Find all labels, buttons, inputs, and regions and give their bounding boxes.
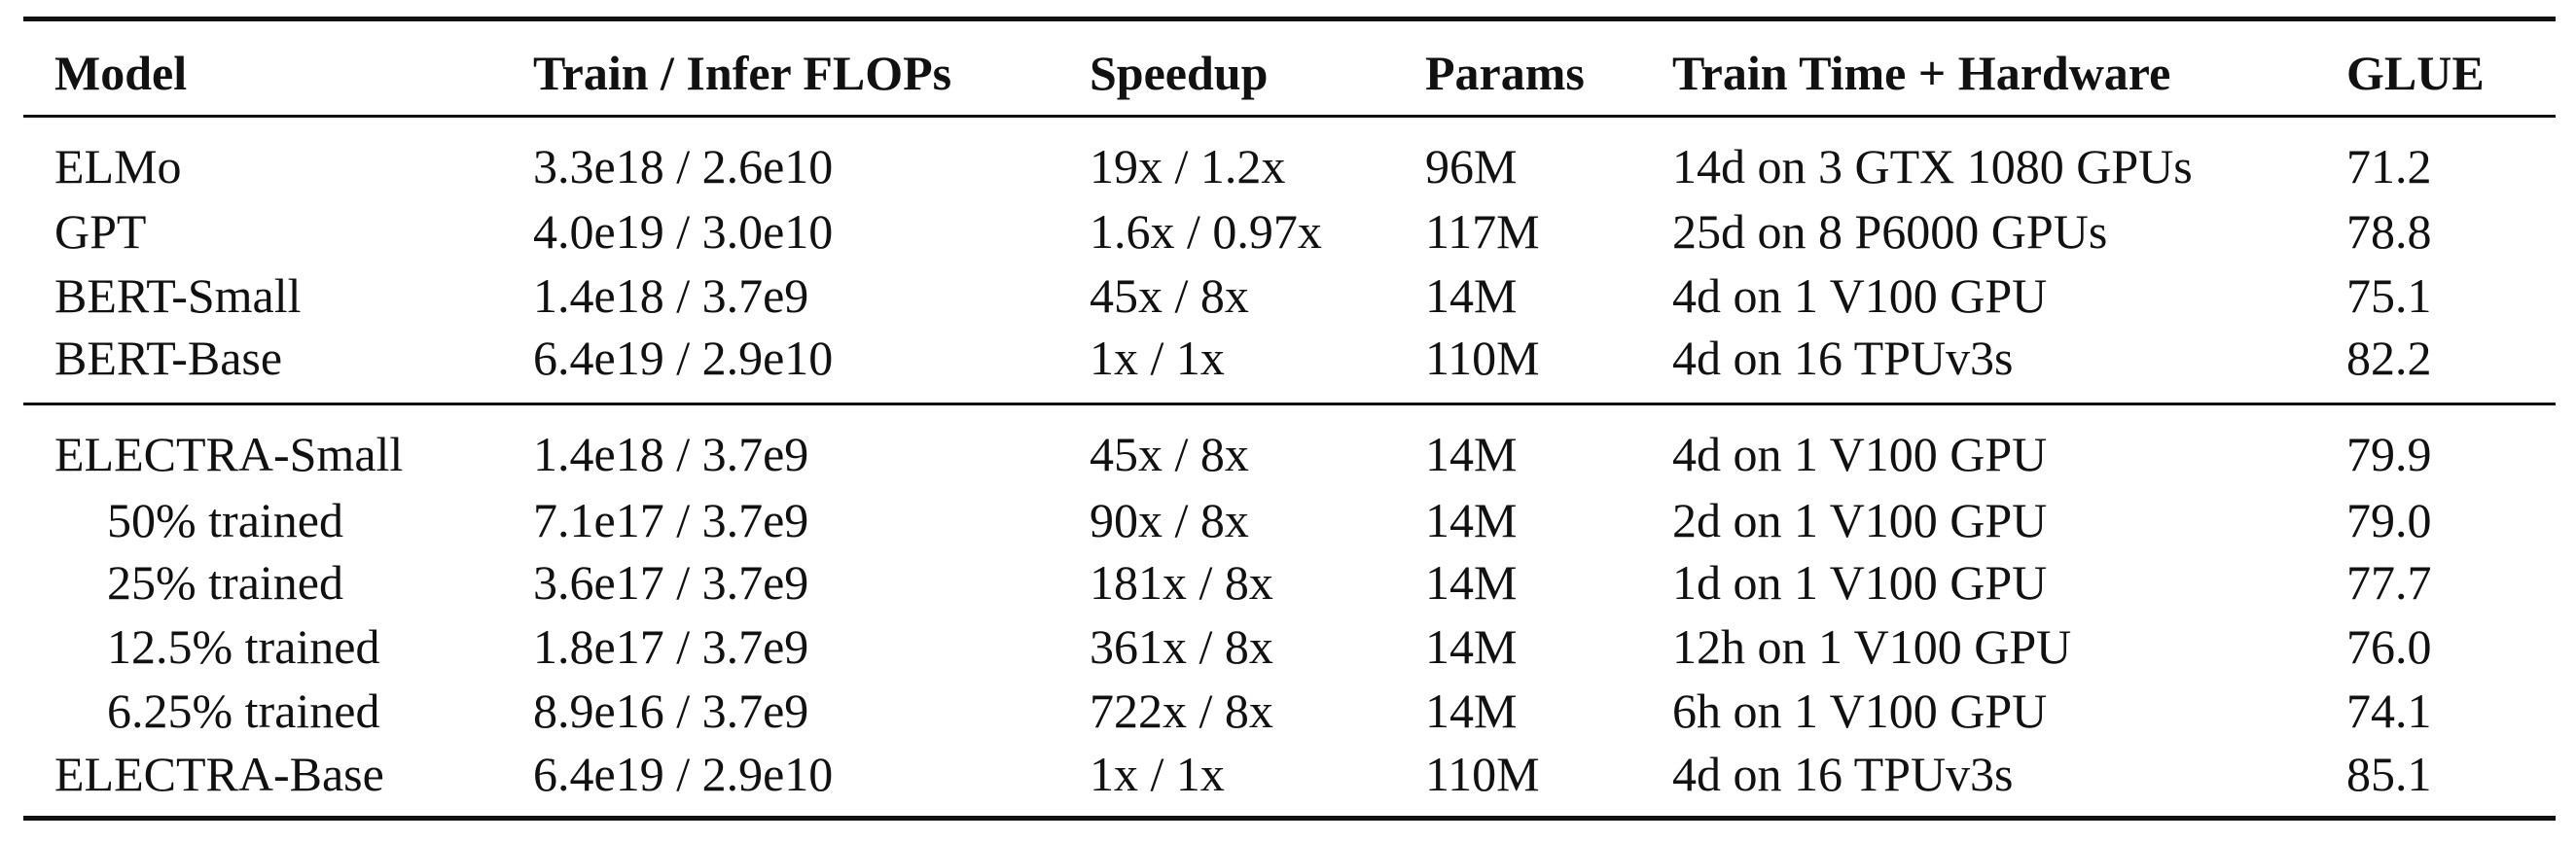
table-cell: 96M — [1425, 139, 1518, 193]
header-cell: Speedup — [1090, 46, 1269, 100]
header-rule — [23, 115, 2556, 118]
table-cell: 2d on 1 V100 GPU — [1672, 493, 2048, 547]
top-rule — [23, 17, 2556, 21]
table-cell: 1d on 1 V100 GPU — [1672, 555, 2048, 610]
table-cell: 361x / 8x — [1090, 619, 1273, 674]
model-cell: 12.5% trained — [107, 619, 380, 674]
table-cell: 77.7 — [2346, 555, 2432, 610]
table-cell: 7.1e17 / 3.7e9 — [533, 493, 809, 547]
table-cell: 76.0 — [2346, 619, 2432, 674]
table-cell: 45x / 8x — [1090, 268, 1249, 323]
model-cell: ELECTRA-Base — [54, 747, 384, 801]
model-cell: ELMo — [54, 139, 182, 193]
table-cell: 85.1 — [2346, 747, 2432, 801]
table-cell: 4d on 16 TPUv3s — [1672, 747, 2014, 801]
table-cell: 79.9 — [2346, 427, 2432, 481]
table-cell: 1.6x / 0.97x — [1090, 204, 1322, 259]
table-cell: 14M — [1425, 555, 1518, 610]
table-cell: 1.4e18 / 3.7e9 — [533, 268, 809, 323]
table-cell: 1.4e18 / 3.7e9 — [533, 427, 809, 481]
table-cell: 181x / 8x — [1090, 555, 1273, 610]
table-cell: 12h on 1 V100 GPU — [1672, 619, 2072, 674]
header-cell: Params — [1425, 46, 1585, 100]
table-cell: 71.2 — [2346, 139, 2432, 193]
section-rule — [23, 403, 2556, 405]
table-cell: 1x / 1x — [1090, 747, 1225, 801]
table-cell: 14M — [1425, 493, 1518, 547]
table-cell: 4.0e19 / 3.0e10 — [533, 204, 834, 259]
table-cell: 110M — [1425, 331, 1540, 385]
table-cell: 74.1 — [2346, 684, 2432, 738]
table-cell: 75.1 — [2346, 268, 2432, 323]
model-cell: ELECTRA-Small — [54, 427, 404, 481]
table-cell: 14M — [1425, 268, 1518, 323]
table-cell: 6.4e19 / 2.9e10 — [533, 331, 834, 385]
header-cell: Train Time + Hardware — [1672, 46, 2171, 100]
table-cell: 110M — [1425, 747, 1540, 801]
table-cell: 3.3e18 / 2.6e10 — [533, 139, 834, 193]
header-cell: GLUE — [2346, 46, 2485, 100]
header-cell: Model — [54, 46, 188, 100]
table-cell: 78.8 — [2346, 204, 2432, 259]
table-cell: 14d on 3 GTX 1080 GPUs — [1672, 139, 2193, 193]
table-cell: 1.8e17 / 3.7e9 — [533, 619, 809, 674]
table-cell: 4d on 1 V100 GPU — [1672, 268, 2048, 323]
table-cell: 82.2 — [2346, 331, 2432, 385]
table-cell: 117M — [1425, 204, 1540, 259]
table-cell: 4d on 1 V100 GPU — [1672, 427, 2048, 481]
table-cell: 14M — [1425, 427, 1518, 481]
table-cell: 45x / 8x — [1090, 427, 1249, 481]
model-cell: BERT-Base — [54, 331, 283, 385]
model-cell: 6.25% trained — [107, 684, 380, 738]
table-cell: 4d on 16 TPUv3s — [1672, 331, 2014, 385]
table-cell: 19x / 1.2x — [1090, 139, 1286, 193]
table-cell: 14M — [1425, 619, 1518, 674]
table-cell: 79.0 — [2346, 493, 2432, 547]
table-cell: 25d on 8 P6000 GPUs — [1672, 204, 2108, 259]
model-cell: GPT — [54, 204, 147, 259]
table-cell: 1x / 1x — [1090, 331, 1225, 385]
table-cell: 90x / 8x — [1090, 493, 1249, 547]
header-cell: Train / Infer FLOPs — [533, 46, 952, 100]
table-cell: 722x / 8x — [1090, 684, 1273, 738]
model-cell: 50% trained — [107, 493, 343, 547]
model-cell: BERT-Small — [54, 268, 302, 323]
table-cell: 6.4e19 / 2.9e10 — [533, 747, 834, 801]
table-cell: 3.6e17 / 3.7e9 — [533, 555, 809, 610]
bottom-rule — [23, 816, 2556, 821]
table-cell: 14M — [1425, 684, 1518, 738]
table-cell: 8.9e16 / 3.7e9 — [533, 684, 809, 738]
table-cell: 6h on 1 V100 GPU — [1672, 684, 2048, 738]
model-cell: 25% trained — [107, 555, 343, 610]
